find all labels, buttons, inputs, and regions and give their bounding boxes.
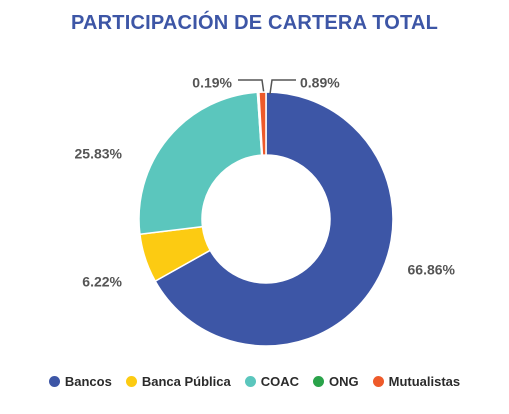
legend-swatch-mutualistas — [372, 376, 384, 387]
slice-bancos — [154, 91, 394, 347]
legend-label-bancos: Bancos — [64, 374, 112, 389]
legend-label-coac: COAC — [260, 374, 299, 389]
data-label-mutualistas: 0.89% — [300, 75, 340, 91]
legend-item-bancos: Bancos — [48, 374, 112, 389]
legend-item-banca-publica: Banca Pública — [125, 374, 231, 389]
legend-item-mutualistas: Mutualistas — [372, 374, 461, 389]
legend-label-ong: ONG — [328, 374, 359, 389]
legend-swatch-coac — [244, 376, 256, 387]
data-label-coac: 25.83% — [75, 146, 123, 162]
legend-label-mutualistas: Mutualistas — [388, 374, 461, 389]
chart-title: PARTICIPACIÓN DE CARTERA TOTAL — [70, 12, 439, 34]
legend-item-coac: COAC — [244, 374, 299, 389]
leader-line-mutualistas — [269, 79, 296, 95]
data-label-bancos: 66.86% — [408, 262, 456, 278]
slice-coac — [138, 91, 263, 236]
leader-line-ong — [238, 79, 265, 95]
legend-label-banca-publica: Banca Pública — [141, 374, 231, 389]
legend: Bancos Banca Pública COAC ONG Mutualistas — [0, 374, 509, 389]
slice-mutualistas — [258, 91, 267, 156]
legend-swatch-ong — [312, 376, 324, 387]
legend-swatch-bancos — [48, 376, 60, 387]
data-label-banca-publica: 6.22% — [82, 274, 122, 290]
legend-item-ong: ONG — [312, 374, 359, 389]
data-label-ong: 0.19% — [192, 75, 232, 91]
legend-swatch-banca-publica — [125, 376, 137, 387]
